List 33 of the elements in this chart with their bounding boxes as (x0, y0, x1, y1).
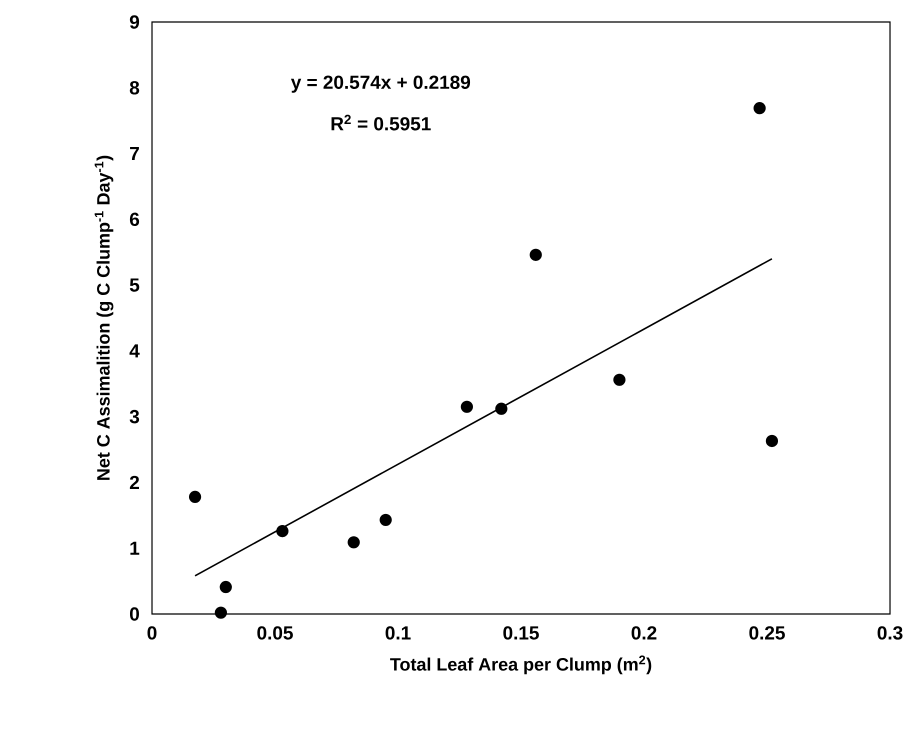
x-tick-label: 0 (147, 626, 156, 640)
x-tick-label: 0.15 (503, 626, 539, 640)
y-tick-label: 9 (130, 15, 140, 29)
x-tick-label: 0.25 (749, 626, 785, 640)
y-tick-label: 7 (130, 147, 139, 160)
point (530, 248, 542, 261)
x-tick-label: 0.2 (632, 626, 656, 640)
point (214, 606, 227, 619)
y-tick-label: 8 (130, 81, 140, 94)
y-tick-label: 0 (130, 607, 139, 621)
x-tick-label: 0.3 (878, 626, 902, 640)
point (188, 490, 202, 503)
annotation: R$^{2}$ = 0.5951 (332, 114, 431, 130)
y-tick-label: 2 (130, 476, 140, 490)
point (220, 580, 232, 594)
x-tick-label: 0.05 (257, 626, 293, 640)
point (460, 400, 473, 413)
y-tick-label: 3 (130, 410, 140, 424)
point (754, 102, 766, 114)
y-tick-label: 5 (130, 278, 140, 292)
point (380, 514, 392, 526)
point (348, 536, 360, 548)
y-tick-label: 6 (130, 212, 140, 226)
point (495, 402, 508, 415)
y-tick-label: 1 (130, 542, 140, 555)
y-tick-label: 4 (130, 344, 140, 358)
point (766, 434, 778, 448)
x-axis-title: Total Leaf Area per Clump (m$^{2}$) (390, 656, 652, 674)
point (276, 525, 288, 538)
point (613, 374, 626, 386)
y-axis-title: Net C Assimalition (g C Clump$^{-1}$ Day$^{-1}$) (94, 156, 114, 480)
annotation: y = 20.574x + 0.2189 (290, 76, 470, 93)
x-tick-label: 0.1 (386, 626, 411, 640)
